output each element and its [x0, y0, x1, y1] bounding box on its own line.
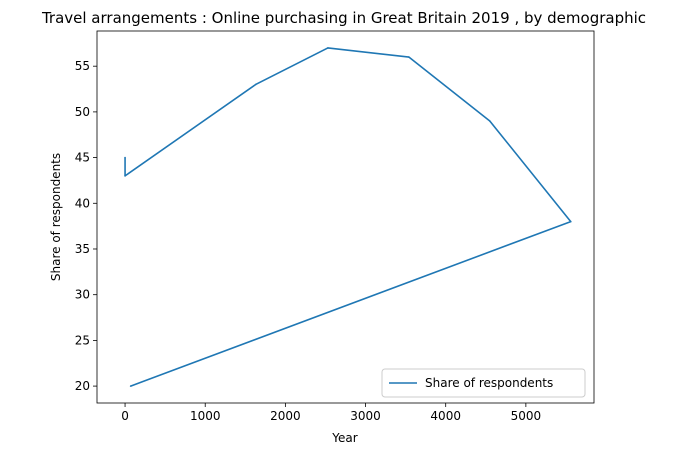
data-point	[124, 156, 126, 159]
legend-entry-label: Share of respondents	[425, 376, 553, 390]
y-tick-label: 20	[75, 379, 90, 393]
legend: Share of respondents	[381, 368, 586, 398]
plot-frame	[96, 30, 595, 404]
y-tick-label: 45	[75, 151, 90, 165]
x-tick-label: 4000	[430, 409, 461, 423]
x-tick-label: 0	[121, 409, 129, 423]
x-tick-label: 3000	[350, 409, 381, 423]
plot-area: 0 1000 2000 3000 4000 5000 20 25 30 35 40 45 50 55	[75, 30, 595, 423]
y-tick-label: 25	[75, 333, 90, 347]
y-tick-label: 30	[75, 288, 90, 302]
data-point	[129, 385, 132, 387]
data-point	[488, 120, 491, 122]
data-point	[408, 56, 410, 58]
data-point	[254, 83, 257, 86]
data-point	[124, 175, 126, 177]
y-tick-label: 40	[75, 196, 90, 210]
chart-title: Travel arrangements : Online purchasing …	[41, 9, 646, 27]
x-tick-label: 2000	[270, 409, 301, 423]
x-axis-label: Year	[331, 431, 357, 445]
x-tick-label: 1000	[190, 409, 221, 423]
data-point	[569, 220, 572, 223]
y-tick-label: 55	[75, 59, 90, 73]
series-line-0	[124, 47, 572, 387]
y-axis-label: Share of respondents	[49, 153, 63, 281]
data-point	[327, 47, 329, 49]
y-tick-label: 50	[75, 105, 90, 119]
x-tick-label: 5000	[511, 409, 542, 423]
y-tick-label: 35	[75, 242, 90, 256]
legend-box	[381, 368, 586, 398]
